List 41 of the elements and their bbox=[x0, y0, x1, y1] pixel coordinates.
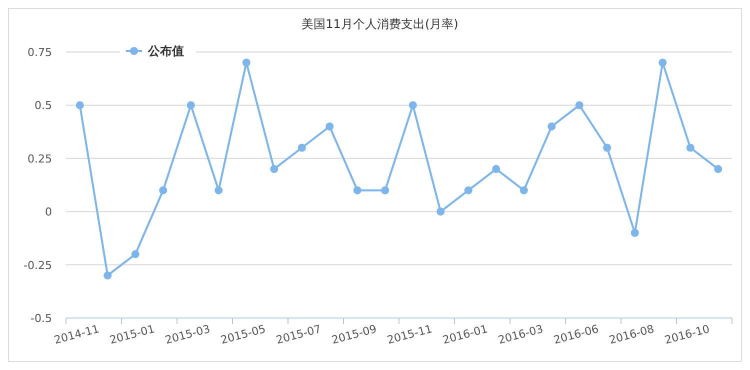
point bbox=[214, 186, 223, 194]
legend-label: 公布值 bbox=[147, 44, 184, 58]
y-tick-label: -0.5 bbox=[30, 312, 52, 325]
point bbox=[714, 165, 722, 174]
point bbox=[326, 122, 334, 130]
point bbox=[353, 186, 362, 194]
point bbox=[381, 186, 390, 194]
point bbox=[630, 228, 639, 237]
point bbox=[686, 144, 694, 152]
x-tick-label: 2015-01 bbox=[108, 322, 156, 347]
point bbox=[603, 144, 612, 152]
y-tick-label: 0.5 bbox=[34, 99, 52, 112]
point bbox=[575, 101, 584, 110]
point bbox=[520, 186, 528, 194]
point bbox=[270, 165, 278, 174]
point bbox=[464, 186, 472, 194]
x-tick-label: 2016-01 bbox=[441, 322, 490, 347]
point bbox=[186, 101, 195, 110]
y-tick-label: -0.25 bbox=[24, 258, 52, 272]
x-tick-label: 2016-08 bbox=[608, 322, 656, 347]
point bbox=[408, 101, 417, 110]
point bbox=[658, 58, 667, 67]
y-tick-label: 0.75 bbox=[28, 46, 52, 59]
y-tick-label: 0 bbox=[45, 206, 52, 219]
x-tick-label: 2015-09 bbox=[330, 322, 378, 347]
chart-title: 美国11月个人消费支出(月率) bbox=[302, 17, 458, 31]
point bbox=[436, 208, 445, 216]
y-tick-label: 0.25 bbox=[28, 152, 52, 166]
x-tick-label: 2014-11 bbox=[52, 322, 101, 347]
point bbox=[159, 186, 168, 194]
x-tick-label: 2015-03 bbox=[164, 322, 212, 347]
point bbox=[298, 144, 306, 152]
point bbox=[131, 250, 140, 258]
x-tick-label: 2016-10 bbox=[663, 322, 712, 347]
point bbox=[242, 58, 250, 67]
point bbox=[492, 165, 500, 174]
point bbox=[548, 122, 556, 130]
point bbox=[104, 271, 112, 280]
x-tick-label: 2016-03 bbox=[496, 322, 545, 347]
point bbox=[76, 101, 84, 110]
x-tick-label: 2015-11 bbox=[386, 322, 434, 347]
